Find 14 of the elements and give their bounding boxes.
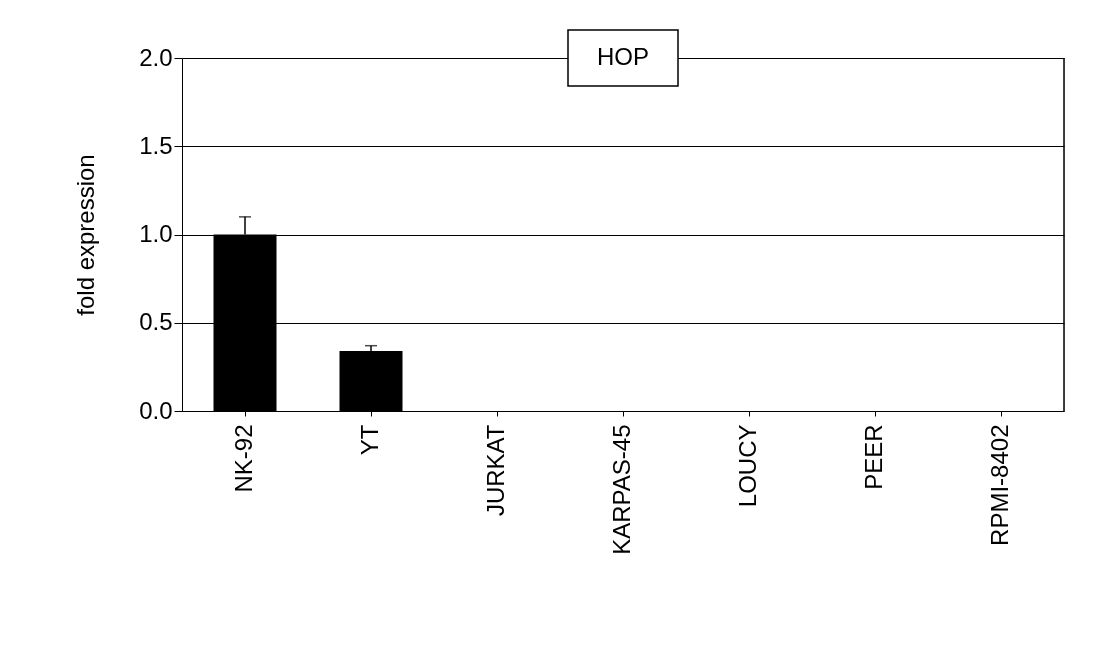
x-tick-label: KARPAS-45: [608, 424, 635, 555]
x-tick-label: LOUCY: [734, 424, 761, 508]
y-tick-label: 0.5: [139, 308, 173, 336]
x-tick-label: JURKAT: [482, 424, 509, 517]
y-tick-label: 0.0: [139, 396, 173, 424]
y-tick-label: 2.0: [139, 43, 173, 71]
y-tick-label: 1.5: [139, 131, 173, 159]
x-tick-label: YT: [356, 424, 383, 456]
x-tick-label: RPMI-8402: [986, 424, 1013, 546]
y-tick-label: 1.0: [139, 220, 173, 247]
y-axis-title: fold expression: [72, 154, 100, 316]
x-tick-label: NK-92: [230, 424, 257, 493]
x-tick-label: PEER: [860, 424, 887, 490]
chart-title: HOP: [596, 43, 650, 70]
